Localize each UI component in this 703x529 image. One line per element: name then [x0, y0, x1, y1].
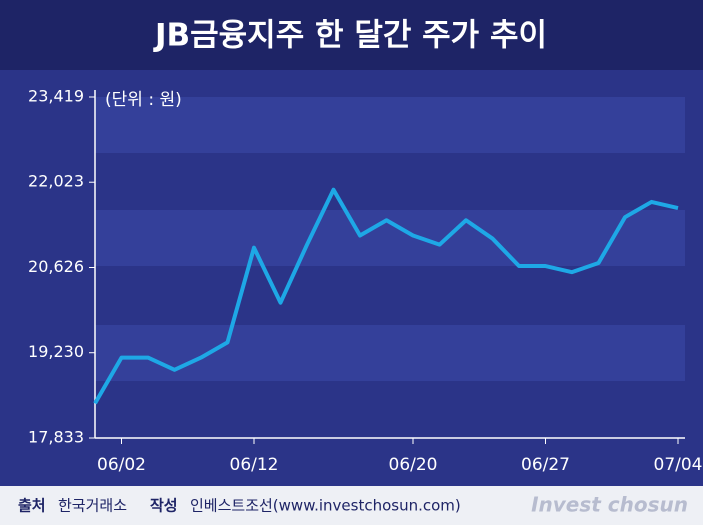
chart-title: JB금융지주 한 달간 주가 추이 — [153, 18, 547, 54]
y-tick-label: 22,023 — [28, 172, 84, 191]
title-bar — [0, 0, 703, 70]
source: 한국거래소 — [58, 497, 127, 515]
x-tick-label: 06/27 — [521, 455, 570, 475]
band — [95, 325, 685, 381]
y-tick-label: 19,230 — [28, 342, 84, 361]
band — [95, 97, 685, 153]
footer-bar — [0, 486, 703, 525]
source-label: 출처 — [18, 497, 46, 515]
x-tick-label: 06/02 — [97, 455, 146, 475]
band — [95, 210, 685, 266]
author-label: 작성 — [150, 497, 178, 515]
y-tick-label: 23,419 — [28, 87, 84, 106]
x-tick-label: 06/20 — [389, 455, 438, 475]
x-tick-label: 07/04 — [654, 455, 703, 475]
logo: Invest chosun — [531, 493, 688, 517]
y-tick-label: 17,833 — [28, 428, 84, 447]
x-tick-label: 06/12 — [230, 455, 279, 475]
price-line — [93, 187, 679, 405]
author: 인베스트조선(www.investchosun.com) — [190, 497, 461, 515]
unit-note: (단위 : 원) — [105, 90, 182, 110]
y-tick-label: 20,626 — [28, 257, 84, 276]
